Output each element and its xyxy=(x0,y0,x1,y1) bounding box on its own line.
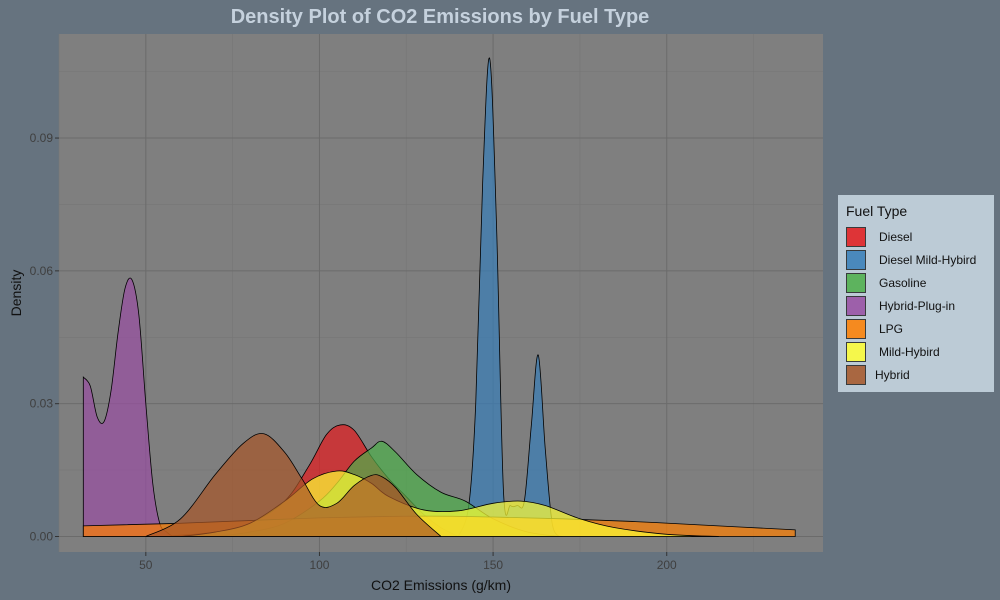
ticks-layer: 50 100 150 200 0.00 0.03 0.06 0.09 xyxy=(30,131,677,572)
legend-item: Hybrid xyxy=(846,364,996,386)
legend-label: Diesel Mild-Hybird xyxy=(879,253,977,267)
legend-label: Hybrid-Plug-in xyxy=(879,299,956,313)
legend-key xyxy=(846,273,866,293)
plot-panel xyxy=(59,34,823,552)
legend-key xyxy=(846,250,866,270)
legend-key xyxy=(846,365,866,385)
legend-label: Hybrid xyxy=(875,368,910,382)
x-axis-title: CO2 Emissions (g/km) xyxy=(371,577,511,593)
legend-item: Diesel Mild-Hybird xyxy=(846,249,996,271)
legend-label: Diesel xyxy=(879,230,913,244)
legend-key xyxy=(846,296,866,316)
x-tick-label: 50 xyxy=(139,558,153,572)
y-tick-label: 0.00 xyxy=(30,530,54,544)
y-tick-label: 0.03 xyxy=(30,397,54,411)
legend-item: LPG xyxy=(846,318,996,340)
legend-item: Hybrid-Plug-in xyxy=(846,295,996,317)
legend-key xyxy=(846,227,866,247)
legend-item: Diesel xyxy=(846,226,996,248)
legend-title: Fuel Type xyxy=(846,203,908,219)
legend-label: Mild-Hybird xyxy=(879,345,940,359)
y-tick-label: 0.06 xyxy=(30,264,54,278)
legend-key xyxy=(846,319,866,339)
x-tick-label: 200 xyxy=(657,558,677,572)
legend-key xyxy=(846,342,866,362)
density-area-6 xyxy=(145,433,443,537)
density-area-1 xyxy=(457,57,560,537)
legend-item: Mild-Hybird xyxy=(846,341,996,363)
x-tick-label: 100 xyxy=(309,558,329,572)
chart-title: Density Plot of CO2 Emissions by Fuel Ty… xyxy=(230,6,650,28)
series-layer xyxy=(82,57,796,537)
legend: Fuel Type Diesel Diesel Mild-Hybird Gasoli… xyxy=(838,195,994,392)
y-tick-label: 0.09 xyxy=(30,131,54,145)
y-axis-title: Density xyxy=(8,270,24,317)
legend-label: LPG xyxy=(879,322,904,336)
legend-label: Gasoline xyxy=(879,276,927,290)
legend-item: Gasoline xyxy=(846,272,996,294)
x-tick-label: 150 xyxy=(483,558,503,572)
